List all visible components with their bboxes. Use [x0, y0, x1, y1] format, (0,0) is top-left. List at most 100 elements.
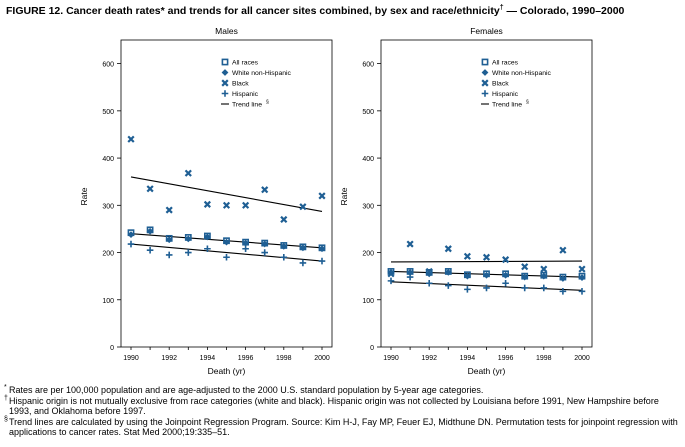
series-white-non-hispanic	[127, 227, 326, 253]
y-tick-label: 500	[102, 109, 114, 116]
data-point	[242, 239, 249, 247]
y-tick-label: 600	[362, 62, 374, 69]
data-point	[559, 275, 567, 282]
charts-canvas: Males 0 100 200 300 400 500 600 Rate 1990 1992 1994…	[79, 26, 593, 376]
data-point	[261, 249, 268, 256]
data-point	[502, 279, 509, 287]
data-point	[559, 287, 567, 295]
legend-label: All races	[232, 60, 259, 67]
trend-line	[390, 260, 583, 263]
data-point	[127, 135, 135, 143]
y-axis-label: Rate	[79, 187, 89, 205]
data-point	[444, 268, 452, 276]
data-point	[464, 272, 471, 280]
footnotes: * Rates are per 100,000 population and ar…	[4, 384, 680, 438]
chart-title: Males	[215, 26, 238, 36]
legend-label: Hispanic	[492, 91, 519, 98]
chart-panel-females: Females 0 100 200 300 400 500 600 Rate 1990 1992 19…	[339, 26, 593, 376]
footnote-text: Rates are per 100,000 population and are…	[9, 385, 484, 395]
figure-title-mark: †	[499, 4, 504, 12]
legend-label: Black	[492, 81, 509, 88]
data-point	[299, 203, 307, 211]
footnote-trend: § Trend lines are calculated by using the…	[4, 416, 680, 438]
series-black	[127, 135, 326, 224]
trend-line	[130, 243, 323, 262]
footnote-mark: *	[4, 384, 7, 391]
data-point	[483, 284, 490, 292]
series-hispanic	[127, 240, 326, 267]
data-point	[184, 235, 192, 243]
x-tick-label: 1990	[123, 355, 139, 362]
data-point	[146, 185, 154, 193]
footnote-rates: * Rates are per 100,000 population and ar…	[4, 384, 680, 396]
legend-footnote-mark: §	[266, 100, 269, 106]
data-point	[540, 272, 548, 280]
legend-label: Hispanic	[232, 91, 259, 98]
data-point	[185, 249, 192, 256]
y-tick-label: 500	[362, 109, 374, 116]
data-point	[204, 245, 211, 253]
footnote-text: Hispanic origin is not mutually exclusiv…	[9, 395, 659, 417]
legend-marker	[221, 69, 229, 76]
x-tick-label: 1998	[276, 355, 292, 362]
series-hispanic	[387, 273, 586, 295]
data-point	[521, 263, 529, 271]
data-point	[204, 233, 211, 241]
data-point	[127, 240, 135, 248]
data-point	[299, 259, 307, 267]
legend-label: All races	[492, 60, 519, 67]
data-point	[146, 227, 154, 235]
legend-marker	[481, 90, 489, 97]
legend-marker	[481, 69, 489, 76]
legend-label: White non-Hispanic	[232, 70, 292, 77]
data-point	[464, 286, 471, 293]
y-tick-label: 100	[102, 298, 114, 305]
figure-title-tail: — Colorado, 1990–2000	[503, 5, 625, 17]
data-point	[165, 206, 173, 214]
y-tick-label: 300	[362, 203, 374, 210]
legend-label: Trend line	[232, 102, 262, 109]
x-axis-label: Death (yr)	[468, 366, 506, 376]
x-tick-label: 2000	[314, 355, 330, 362]
data-point	[261, 186, 269, 194]
y-tick-label: 200	[102, 251, 114, 258]
data-point	[482, 253, 491, 261]
data-point	[146, 246, 154, 254]
data-point	[280, 253, 288, 261]
x-tick-label: 1992	[421, 355, 437, 362]
data-point	[184, 169, 192, 177]
data-point	[521, 273, 529, 281]
figure-title: FIGURE 12. Cancer death rates* and trend…	[6, 4, 625, 18]
footnote-mark: †	[4, 394, 8, 402]
data-point	[318, 257, 326, 265]
data-point	[502, 271, 509, 279]
data-point	[387, 277, 395, 285]
x-tick-label: 1996	[498, 355, 514, 362]
y-tick-label: 400	[362, 156, 374, 163]
data-point	[280, 215, 288, 224]
data-point	[578, 274, 586, 281]
data-point	[127, 231, 135, 238]
x-tick-label: 1992	[161, 355, 177, 362]
trend-line	[130, 176, 323, 212]
data-point	[463, 252, 471, 260]
data-point	[222, 201, 231, 209]
data-point	[578, 287, 586, 295]
data-point	[223, 253, 230, 261]
x-tick-label: 2000	[574, 355, 590, 362]
data-point	[425, 267, 433, 276]
legend-label: Black	[232, 81, 249, 88]
figure-title-text: FIGURE 12. Cancer death rates* and trend…	[6, 5, 500, 17]
legend-marker	[481, 58, 489, 66]
data-point	[242, 201, 250, 209]
x-tick-label: 1998	[536, 355, 552, 362]
data-point	[483, 271, 490, 279]
data-point	[299, 244, 307, 252]
footnote-hispanic: † Hispanic origin is not mutually exclusi…	[4, 394, 680, 417]
y-tick-label: 200	[362, 251, 374, 258]
data-point	[521, 284, 528, 292]
y-tick-label: 0	[370, 345, 374, 352]
data-point	[444, 245, 452, 253]
x-tick-label: 1990	[383, 355, 399, 362]
legend-marker	[221, 90, 229, 97]
